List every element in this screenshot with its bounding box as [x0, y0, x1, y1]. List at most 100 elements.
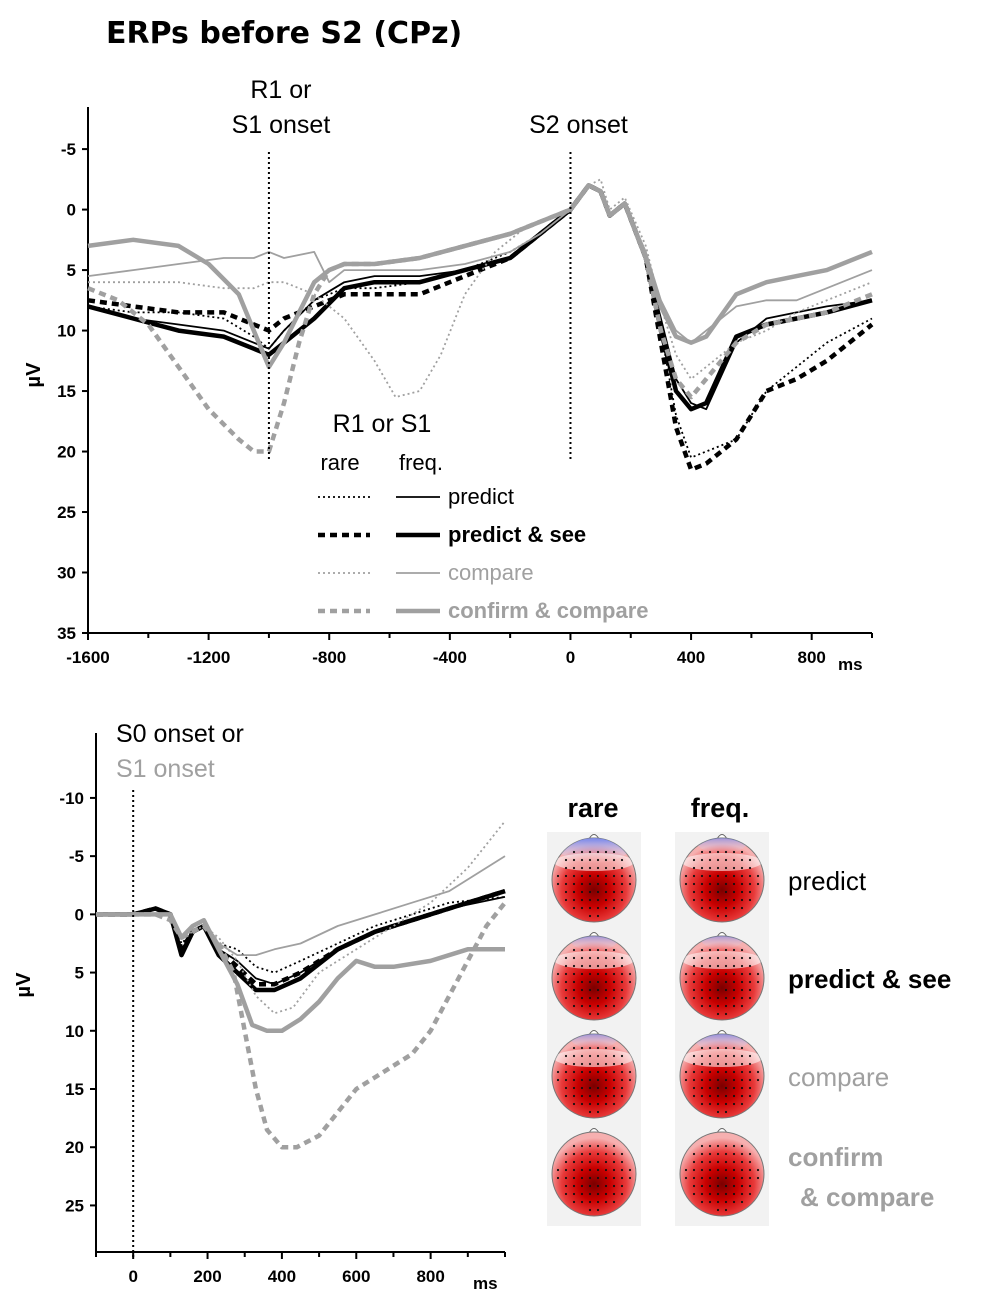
topomap-freq	[675, 832, 769, 932]
topo-col-freq: freq.	[691, 793, 750, 823]
top-x-tick-label: -400	[433, 648, 467, 667]
legend-title: R1 or S1	[333, 410, 432, 438]
neutral-band	[682, 1049, 762, 1067]
top-series-confirm-compare-freq-	[87, 183, 873, 370]
top-x-tick-label: -1200	[187, 648, 230, 667]
negativity-region	[694, 838, 750, 855]
electrode-dots	[684, 948, 760, 1016]
legend-col-rare: rare	[320, 450, 359, 475]
top-y-tick-label: 20	[57, 443, 76, 462]
electrode-dots	[556, 1144, 632, 1212]
top-axes: -5 0 5 10 15 20 25 30 35 -1600 -1200 -800 -400 0 400 80…	[57, 107, 873, 667]
bottom-y-tick-label: 20	[65, 1138, 84, 1157]
topomap-row-label: predict & see	[788, 964, 951, 994]
top-onset-label: R1 or	[250, 76, 311, 104]
bottom-x-axis-label: ms	[473, 1274, 498, 1293]
topomap-rare	[547, 930, 641, 1030]
bottom-y-tick-label: -5	[69, 847, 84, 866]
bottom-series-confirm-compare-rare	[96, 901, 507, 1150]
negativity-region	[699, 936, 745, 950]
neutral-band	[554, 951, 634, 969]
neutral-band	[554, 853, 634, 871]
scalp-map	[679, 1131, 765, 1217]
top-erp-chart: -5 0 5 10 15 20 25 30 35 -1600 -1200 -800 -400 0 400 80…	[23, 76, 874, 674]
top-y-tick-label: 0	[67, 201, 76, 220]
bottom-y-tick-label: 25	[65, 1196, 84, 1215]
legend-label: predict & see	[448, 522, 586, 547]
legend-label: predict	[448, 484, 514, 509]
topomap-row-label: predict	[788, 866, 867, 896]
bottom-series-compare-freq-	[96, 855, 506, 956]
top-series-predict-freq-	[87, 184, 873, 411]
topomap-row-label: confirm	[788, 1142, 883, 1172]
bottom-onset-label: S1 onset	[116, 755, 215, 783]
neutral-band	[682, 853, 762, 871]
legend-label: compare	[448, 560, 534, 585]
top-x-tick-label: 0	[566, 648, 575, 667]
bottom-erp-chart: -10 -5 0 5 10 15 20 25 0 200 400 600 800 S0 onset or…	[13, 720, 507, 1293]
figure-title: ERPs before S2 (CPz)	[106, 16, 462, 51]
top-y-axis-label: µV	[23, 362, 45, 388]
topo-col-rare: rare	[567, 793, 618, 823]
top-y-tick-label: 35	[57, 624, 76, 643]
bottom-annotations: S0 onset or S1 onset	[116, 720, 244, 1260]
top-series-group	[87, 178, 874, 472]
electrode-dots	[556, 1046, 632, 1114]
bottom-x-tick-label: 0	[128, 1267, 137, 1286]
scalp-map	[551, 1131, 637, 1217]
neutral-band	[554, 1049, 634, 1067]
bottom-series-predict-see-freq-	[96, 888, 506, 993]
top-y-tick-label: -5	[61, 140, 76, 159]
topomap-rare	[547, 1028, 641, 1128]
bottom-series-confirm-compare-freq-	[96, 912, 505, 1034]
electrode-dots	[684, 850, 760, 918]
legend-label: confirm & compare	[448, 598, 649, 623]
electrode-dots	[556, 948, 632, 1016]
topomap-freq	[675, 1126, 769, 1226]
negativity-region	[691, 1034, 753, 1053]
top-x-axis-label: ms	[838, 655, 863, 674]
top-x-tick-label: -1600	[66, 648, 109, 667]
top-series-predict-rare	[87, 184, 873, 459]
top-series-predict-see-freq-	[87, 183, 873, 412]
bottom-onset-label: S0 onset or	[116, 720, 244, 748]
bottom-y-tick-label: 10	[65, 1022, 84, 1041]
bottom-y-axis-label: µV	[13, 972, 35, 998]
negativity-region	[568, 1034, 620, 1050]
bottom-y-tick-label: 0	[75, 905, 84, 924]
topomap-row-label-2: & compare	[800, 1182, 934, 1212]
neutral-band	[682, 951, 762, 969]
topomap-freq	[675, 930, 769, 1030]
top-y-tick-label: 15	[57, 382, 76, 401]
top-y-tick-label: 25	[57, 503, 76, 522]
top-x-tick-label: 800	[798, 648, 826, 667]
top-y-tick-label: 10	[57, 322, 76, 341]
top-y-tick-label: 30	[57, 564, 76, 583]
bottom-axes: -10 -5 0 5 10 15 20 25 0 200 400 600 800	[59, 733, 506, 1286]
topomap-freq	[675, 1028, 769, 1128]
topomap-rare	[547, 832, 641, 932]
bottom-y-tick-label: 15	[65, 1080, 84, 1099]
bottom-x-tick-label: 600	[342, 1267, 370, 1286]
top-legend: R1 or S1 rare freq. predict predict & see…	[318, 410, 649, 623]
electrode-dots	[684, 1046, 760, 1114]
top-onset-label: S2 onset	[529, 111, 628, 139]
top-x-tick-label: 400	[677, 648, 705, 667]
electrode-dots	[556, 850, 632, 918]
bottom-x-tick-label: 200	[193, 1267, 221, 1286]
bottom-x-tick-label: 800	[416, 1267, 444, 1286]
topomap-grid: rare freq. predict predict & see compare co…	[547, 793, 951, 1226]
bottom-x-tick-label: 400	[268, 1267, 296, 1286]
negativity-region	[568, 936, 620, 952]
legend-col-freq: freq.	[399, 450, 443, 475]
top-onset-label: S1 onset	[232, 111, 331, 139]
negativity-region	[552, 838, 636, 864]
electrode-dots	[684, 1144, 760, 1212]
top-annotations: R1 or S1 onset S2 onset	[232, 76, 628, 460]
top-y-tick-label: 5	[67, 261, 76, 280]
bottom-y-tick-label: -10	[59, 789, 84, 808]
top-x-tick-label: -800	[312, 648, 346, 667]
bottom-y-tick-label: 5	[75, 964, 84, 983]
bottom-series-group	[96, 820, 507, 1150]
